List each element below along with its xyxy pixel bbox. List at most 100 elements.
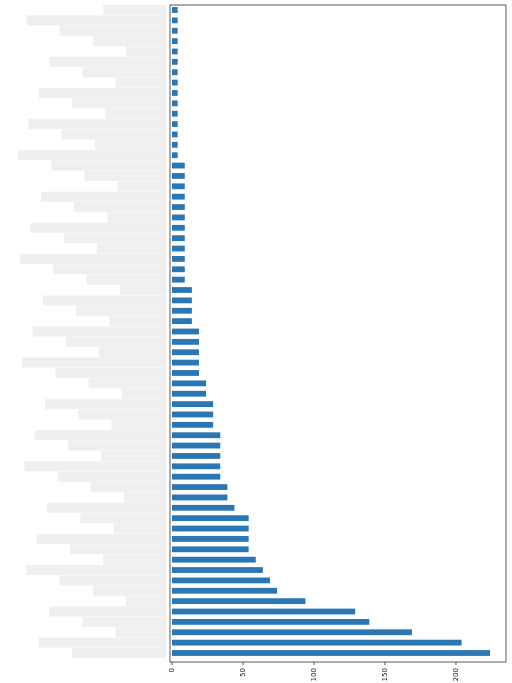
- bar: [172, 421, 214, 428]
- bar: [172, 650, 490, 656]
- category-label-background: [49, 56, 166, 67]
- bar: [172, 338, 199, 345]
- category-label-background: [51, 160, 166, 171]
- category-label-background: [32, 326, 166, 337]
- category-label-background: [22, 357, 167, 368]
- category-label-background: [20, 253, 167, 264]
- category-label-background: [61, 129, 166, 140]
- bar: [172, 204, 185, 210]
- bar: [172, 442, 221, 449]
- category-label-background: [65, 336, 166, 347]
- category-label-background: [34, 430, 167, 441]
- x-tick-label: 0: [168, 668, 176, 672]
- category-label-background: [74, 202, 166, 213]
- bar: [172, 27, 178, 34]
- category-label-background: [57, 471, 167, 482]
- bar: [172, 193, 185, 200]
- bar: [172, 17, 178, 24]
- category-label-background: [84, 170, 166, 181]
- bar: [172, 256, 185, 262]
- plot-area: [169, 4, 507, 663]
- bar: [172, 484, 228, 490]
- bar: [172, 183, 185, 190]
- category-label-background: [63, 233, 166, 244]
- category-label-background: [76, 305, 166, 316]
- bar: [172, 131, 178, 138]
- bar: [172, 328, 199, 335]
- bar: [172, 432, 221, 439]
- category-label-background: [42, 295, 167, 306]
- bar: [172, 567, 263, 573]
- bar: [172, 141, 178, 148]
- category-label-background: [49, 606, 166, 617]
- category-label-background: [109, 316, 166, 327]
- bar: [172, 411, 214, 418]
- bar: [172, 608, 356, 615]
- bar: [172, 515, 249, 522]
- category-label-background: [123, 492, 166, 503]
- bar: [172, 38, 178, 45]
- category-label-background: [103, 554, 166, 565]
- bar: [172, 48, 178, 55]
- category-label-background: [90, 482, 166, 493]
- bar: [172, 453, 221, 459]
- category-labels: [18, 5, 167, 658]
- category-label-background: [82, 67, 166, 78]
- category-label-background: [59, 25, 166, 36]
- x-axis-ticks: 0 50 100 150 200: [168, 662, 460, 681]
- x-tick-label: 50: [239, 668, 247, 677]
- x-tick-label: 150: [381, 668, 389, 681]
- category-label-background: [119, 285, 166, 296]
- bar: [172, 359, 199, 366]
- bar: [172, 380, 207, 387]
- category-label-background: [94, 139, 166, 150]
- bar: [172, 110, 178, 117]
- bar: [172, 639, 462, 646]
- category-label-background: [40, 191, 166, 202]
- category-label-background: [111, 419, 166, 430]
- x-tick-label: 100: [310, 668, 318, 681]
- category-label-background: [99, 347, 166, 358]
- bar: [172, 235, 185, 242]
- bar: [172, 7, 178, 13]
- category-label-background: [80, 513, 166, 524]
- category-label-background: [92, 585, 166, 596]
- bar: [172, 214, 185, 221]
- category-label-background: [36, 533, 166, 544]
- bar: [172, 287, 192, 293]
- category-label-background: [105, 108, 166, 119]
- category-label-background: [117, 181, 166, 192]
- category-label-background: [53, 264, 166, 275]
- bar: [172, 69, 178, 76]
- category-label-background: [45, 399, 167, 410]
- category-label-background: [103, 5, 166, 15]
- bar: [172, 546, 249, 553]
- category-label-background: [86, 274, 166, 285]
- bar: [172, 152, 178, 159]
- category-label-background: [55, 367, 166, 378]
- bar: [172, 473, 221, 480]
- category-label-background: [101, 450, 166, 461]
- category-label-background: [82, 616, 166, 627]
- bar: [172, 297, 192, 304]
- bar: [172, 90, 178, 96]
- bar: [172, 494, 228, 501]
- bars: [172, 7, 490, 656]
- category-label-background: [30, 222, 167, 233]
- bar: [172, 79, 178, 86]
- category-label-background: [113, 523, 166, 534]
- category-label-background: [38, 87, 166, 98]
- bar: [172, 504, 235, 511]
- bar: [172, 224, 185, 231]
- category-label-background: [88, 378, 166, 389]
- category-label-background: [67, 440, 166, 451]
- category-label-background: [121, 388, 166, 399]
- category-label-background: [126, 596, 166, 607]
- bar: [172, 245, 185, 252]
- bar: [172, 276, 185, 283]
- bar: [172, 121, 178, 127]
- bar: [172, 463, 221, 470]
- category-label-background: [47, 502, 166, 513]
- category-label-background: [126, 46, 166, 57]
